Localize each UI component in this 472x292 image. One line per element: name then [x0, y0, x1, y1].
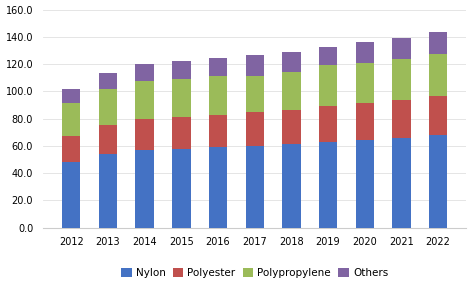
- Bar: [355, 140, 374, 228]
- Bar: [282, 72, 301, 110]
- Bar: [62, 136, 81, 161]
- Bar: [99, 73, 117, 89]
- Bar: [319, 65, 337, 106]
- Bar: [172, 149, 191, 228]
- Bar: [392, 138, 411, 228]
- Bar: [355, 103, 374, 140]
- Bar: [355, 63, 374, 103]
- Bar: [429, 135, 447, 228]
- Bar: [135, 64, 154, 81]
- Bar: [209, 77, 227, 114]
- Bar: [245, 55, 264, 76]
- Bar: [429, 96, 447, 135]
- Bar: [135, 150, 154, 228]
- Bar: [99, 89, 117, 126]
- Bar: [319, 142, 337, 228]
- Bar: [245, 76, 264, 112]
- Bar: [245, 146, 264, 228]
- Bar: [355, 42, 374, 63]
- Bar: [392, 100, 411, 138]
- Bar: [209, 114, 227, 147]
- Bar: [135, 81, 154, 119]
- Bar: [282, 52, 301, 72]
- Bar: [245, 112, 264, 146]
- Bar: [429, 54, 447, 96]
- Bar: [135, 119, 154, 150]
- Bar: [282, 144, 301, 228]
- Bar: [62, 89, 81, 103]
- Bar: [282, 110, 301, 144]
- Bar: [392, 59, 411, 100]
- Legend: Nylon, Polyester, Polypropylene, Others: Nylon, Polyester, Polypropylene, Others: [121, 268, 388, 278]
- Bar: [99, 126, 117, 154]
- Bar: [319, 47, 337, 65]
- Bar: [172, 61, 191, 79]
- Bar: [62, 103, 81, 136]
- Bar: [62, 161, 81, 228]
- Bar: [172, 79, 191, 117]
- Bar: [99, 154, 117, 228]
- Bar: [209, 58, 227, 77]
- Bar: [172, 117, 191, 149]
- Bar: [392, 37, 411, 59]
- Bar: [319, 106, 337, 142]
- Bar: [429, 32, 447, 54]
- Bar: [209, 147, 227, 228]
